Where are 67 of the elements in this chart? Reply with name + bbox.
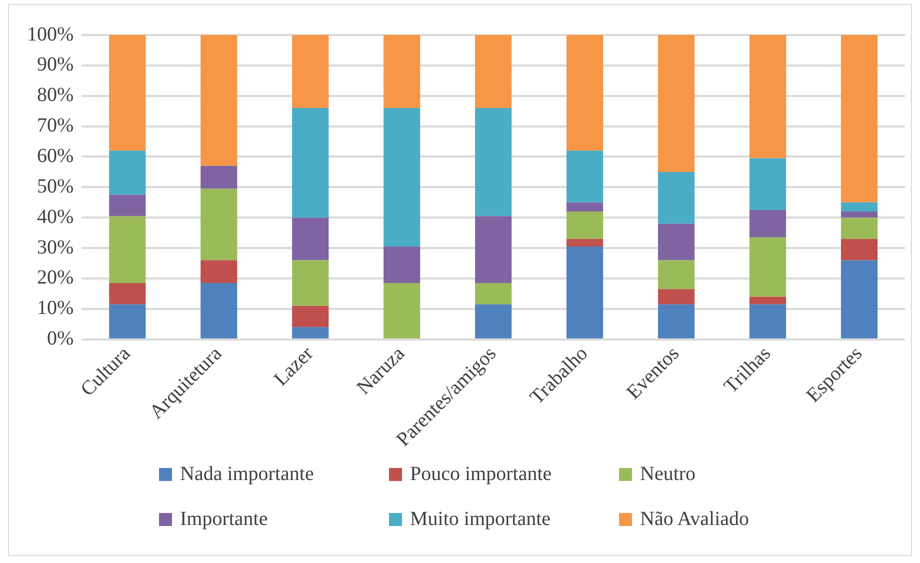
- legend-label: Neutro: [640, 463, 696, 486]
- bar: [292, 327, 329, 338]
- bar: [109, 283, 146, 304]
- bar: [475, 304, 512, 338]
- y-tick-label: 90%: [36, 54, 74, 76]
- bar: [566, 246, 604, 338]
- y-tick-label: 10%: [36, 297, 74, 320]
- bar: [840, 35, 878, 202]
- bar: [566, 212, 604, 239]
- y-tick-label: 50%: [36, 175, 74, 198]
- bar: [109, 304, 146, 338]
- bar: [840, 260, 878, 338]
- bar: [566, 202, 604, 212]
- bar: [475, 283, 512, 304]
- bar: [658, 289, 695, 304]
- bar: [840, 212, 878, 218]
- bar: [109, 216, 146, 284]
- bar: [658, 304, 695, 338]
- bar: [566, 35, 604, 151]
- bar: [109, 35, 146, 151]
- bar: [292, 218, 329, 260]
- bar: [292, 260, 329, 306]
- bar: [658, 224, 695, 260]
- y-tick-label: 100%: [26, 23, 74, 46]
- bar: [292, 306, 329, 328]
- y-tick-label: 60%: [36, 144, 74, 167]
- bar: [840, 238, 878, 260]
- bar: [109, 194, 146, 216]
- legend-label: Muito importante: [410, 508, 551, 531]
- bar: [749, 237, 786, 297]
- bar: [658, 260, 695, 290]
- bar: [749, 304, 786, 338]
- bar: [475, 216, 512, 284]
- y-tick-label: 40%: [36, 206, 74, 228]
- bar: [384, 108, 420, 247]
- bar: [200, 166, 238, 189]
- bar: [200, 283, 238, 338]
- y-tick-label: 20%: [36, 266, 74, 289]
- bar: [200, 260, 238, 284]
- legend-label: Não Avaliado: [640, 508, 750, 531]
- bar: [384, 246, 420, 284]
- bar: [475, 108, 512, 216]
- bar: [384, 35, 420, 108]
- bar: [292, 35, 329, 108]
- y-tick-label: 0%: [46, 328, 74, 350]
- bar: [840, 202, 878, 212]
- legend-label: Nada importante: [180, 463, 314, 486]
- bar: [749, 296, 786, 304]
- bar: [840, 218, 878, 239]
- y-tick-label: 80%: [36, 84, 74, 106]
- bar: [749, 158, 786, 210]
- bar: [200, 35, 238, 166]
- y-tick-label: 30%: [36, 236, 74, 258]
- y-tick-label: 70%: [36, 114, 74, 137]
- legend-label: Pouco importante: [410, 463, 552, 486]
- bar: [658, 35, 695, 172]
- bar: [475, 35, 512, 108]
- legend-label: Importante: [180, 508, 268, 531]
- bar: [566, 150, 604, 202]
- bar: [384, 283, 420, 338]
- bar: [749, 210, 786, 238]
- bar: [109, 150, 146, 195]
- bar: [292, 108, 329, 218]
- bar: [749, 35, 786, 158]
- bar: [200, 188, 238, 260]
- bar: [658, 172, 695, 224]
- bar: [566, 238, 604, 247]
